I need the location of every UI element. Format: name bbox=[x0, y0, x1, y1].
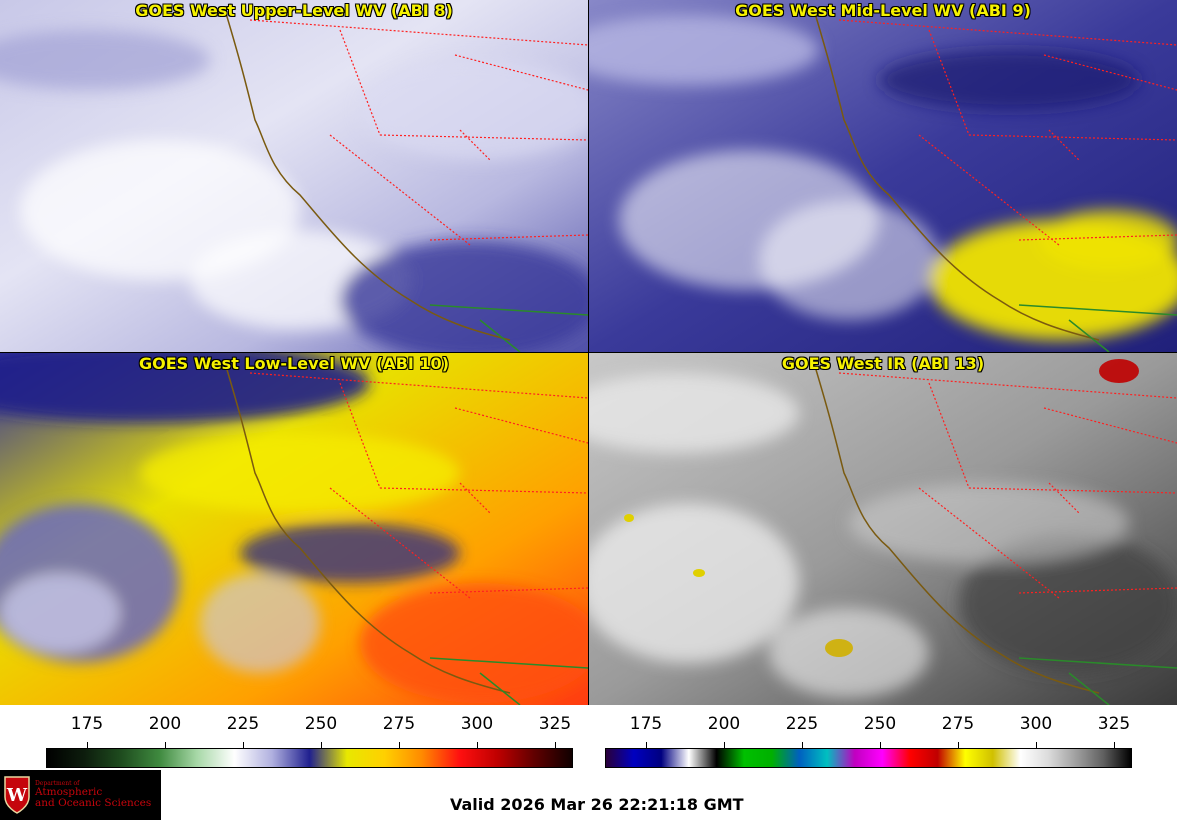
upper-level-wv-image bbox=[0, 0, 588, 352]
panel-divider-horizontal bbox=[0, 352, 1177, 353]
colorbar-tick bbox=[1114, 742, 1115, 748]
low-level-wv-panel: GOES West Low-Level WV (ABI 10) bbox=[0, 353, 588, 705]
panel-title: GOES West IR (ABI 13) bbox=[781, 354, 985, 373]
low-level-wv-image bbox=[0, 353, 588, 705]
colorbar-tick bbox=[321, 742, 322, 748]
panel-title: GOES West Low-Level WV (ABI 10) bbox=[138, 354, 449, 373]
wv-colorbar: 175 200 225 250 275 300 325 bbox=[46, 714, 573, 770]
logo-line1: Atmospheric bbox=[35, 786, 103, 799]
colorbar-tick-label: 225 bbox=[226, 714, 260, 734]
colorbar-tick bbox=[555, 742, 556, 748]
colorbar-tick-label: 250 bbox=[304, 714, 338, 734]
mid-level-wv-image bbox=[589, 0, 1177, 352]
mid-level-wv-panel: GOES West Mid-Level WV (ABI 9) bbox=[589, 0, 1177, 352]
colorbar-gradient bbox=[605, 748, 1132, 768]
colorbar-tick-label: 175 bbox=[70, 714, 104, 734]
colorbar-tick bbox=[880, 742, 881, 748]
colorbar-tick-label: 225 bbox=[785, 714, 819, 734]
colorbar-tick-label: 175 bbox=[629, 714, 663, 734]
colorbar-tick bbox=[243, 742, 244, 748]
colorbar-tick bbox=[87, 742, 88, 748]
colorbar-tick-label: 200 bbox=[148, 714, 182, 734]
aos-logo: W Department of Atmospheric and Oceanic … bbox=[0, 770, 161, 820]
colorbar-tick bbox=[1036, 742, 1037, 748]
colorbar-tick bbox=[724, 742, 725, 748]
panel-title: GOES West Upper-Level WV (ABI 8) bbox=[135, 1, 453, 20]
ir-colorbar: 175 200 225 250 275 300 325 bbox=[605, 714, 1132, 770]
ir-panel: GOES West IR (ABI 13) bbox=[589, 353, 1177, 705]
colorbar-tick-label: 200 bbox=[707, 714, 741, 734]
colorbar-tick-label: 275 bbox=[941, 714, 975, 734]
logo-dept: Department of bbox=[35, 779, 80, 787]
colorbar-tick bbox=[165, 742, 166, 748]
colorbar-tick-label: 325 bbox=[1097, 714, 1131, 734]
colorbar-gradient bbox=[46, 748, 573, 768]
panel-title: GOES West Mid-Level WV (ABI 9) bbox=[735, 1, 1031, 20]
colorbar-tick-label: 300 bbox=[1019, 714, 1053, 734]
logo-line2: and Oceanic Sciences bbox=[35, 797, 152, 810]
uw-seal-icon: W bbox=[4, 776, 30, 814]
colorbar-tick-label: 250 bbox=[863, 714, 897, 734]
ir-image bbox=[589, 353, 1177, 705]
colorbar-tick-label: 275 bbox=[382, 714, 416, 734]
svg-text:W: W bbox=[6, 785, 28, 806]
colorbar-tick bbox=[399, 742, 400, 748]
upper-level-wv-panel: GOES West Upper-Level WV (ABI 8) bbox=[0, 0, 588, 352]
colorbar-tick bbox=[802, 742, 803, 748]
colorbar-tick bbox=[477, 742, 478, 748]
colorbar-tick-label: 325 bbox=[538, 714, 572, 734]
valid-time-text: Valid 2026 Mar 26 22:21:18 GMT bbox=[450, 795, 744, 814]
logo-text: Department of Atmospheric and Oceanic Sc… bbox=[35, 779, 152, 810]
colorbar-tick bbox=[958, 742, 959, 748]
colorbar-tick bbox=[646, 742, 647, 748]
colorbar-tick-label: 300 bbox=[460, 714, 494, 734]
